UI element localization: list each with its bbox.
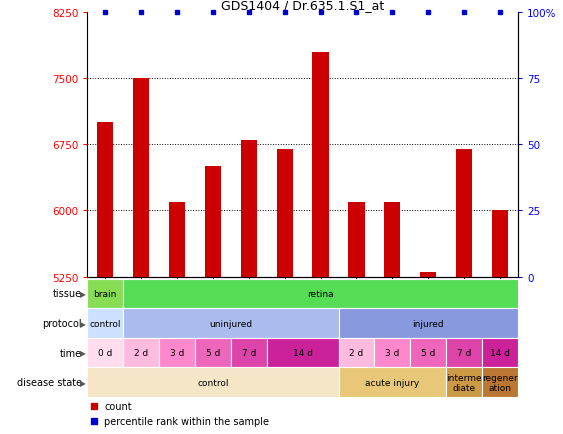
Bar bbox=[338, 368, 446, 397]
Text: ▶: ▶ bbox=[81, 289, 86, 298]
Text: protocol: protocol bbox=[42, 319, 82, 328]
Bar bbox=[456, 149, 472, 277]
Text: uninjured: uninjured bbox=[209, 319, 252, 328]
Bar bbox=[87, 279, 123, 309]
Text: injured: injured bbox=[413, 319, 444, 328]
Bar bbox=[97, 123, 113, 277]
Text: control: control bbox=[90, 319, 121, 328]
Text: 2 d: 2 d bbox=[349, 349, 364, 357]
Text: 3 d: 3 d bbox=[385, 349, 400, 357]
Text: ▶: ▶ bbox=[81, 349, 86, 357]
Text: 0 d: 0 d bbox=[98, 349, 113, 357]
Text: 14 d: 14 d bbox=[490, 349, 510, 357]
Text: interme
diate: interme diate bbox=[446, 373, 482, 392]
Text: control: control bbox=[197, 378, 229, 387]
Text: 5 d: 5 d bbox=[205, 349, 220, 357]
Bar bbox=[267, 338, 338, 368]
Bar bbox=[338, 309, 518, 338]
Bar bbox=[312, 53, 329, 277]
Text: 7 d: 7 d bbox=[242, 349, 256, 357]
Text: tissue: tissue bbox=[52, 289, 82, 299]
Text: brain: brain bbox=[93, 289, 117, 298]
Bar bbox=[338, 338, 374, 368]
Text: retina: retina bbox=[307, 289, 334, 298]
Text: regener
ation: regener ation bbox=[482, 373, 518, 392]
Text: 3 d: 3 d bbox=[170, 349, 184, 357]
Bar bbox=[195, 338, 231, 368]
Bar bbox=[492, 211, 508, 277]
Bar bbox=[123, 309, 338, 338]
Text: disease state: disease state bbox=[16, 378, 82, 387]
Bar bbox=[348, 202, 364, 277]
Bar bbox=[482, 368, 518, 397]
Text: count: count bbox=[105, 401, 132, 411]
Bar bbox=[205, 167, 221, 277]
Bar bbox=[87, 368, 338, 397]
Text: percentile rank within the sample: percentile rank within the sample bbox=[105, 417, 270, 427]
Text: 2 d: 2 d bbox=[134, 349, 148, 357]
Text: ▶: ▶ bbox=[81, 319, 86, 328]
Bar bbox=[420, 273, 436, 277]
Title: GDS1404 / Dr.635.1.S1_at: GDS1404 / Dr.635.1.S1_at bbox=[221, 0, 384, 12]
Bar bbox=[410, 338, 446, 368]
Text: 14 d: 14 d bbox=[293, 349, 312, 357]
Text: acute injury: acute injury bbox=[365, 378, 419, 387]
Bar bbox=[374, 338, 410, 368]
Text: 7 d: 7 d bbox=[457, 349, 471, 357]
Bar bbox=[159, 338, 195, 368]
Bar bbox=[87, 338, 123, 368]
Bar bbox=[446, 338, 482, 368]
Text: ▶: ▶ bbox=[81, 378, 86, 387]
Bar bbox=[385, 202, 400, 277]
Bar bbox=[231, 338, 267, 368]
Bar bbox=[87, 309, 123, 338]
Bar bbox=[276, 149, 293, 277]
Text: time: time bbox=[60, 348, 82, 358]
Bar bbox=[241, 141, 257, 277]
Bar bbox=[133, 79, 149, 277]
Bar bbox=[482, 338, 518, 368]
Text: 5 d: 5 d bbox=[421, 349, 435, 357]
Bar bbox=[169, 202, 185, 277]
Bar bbox=[446, 368, 482, 397]
Bar bbox=[123, 338, 159, 368]
